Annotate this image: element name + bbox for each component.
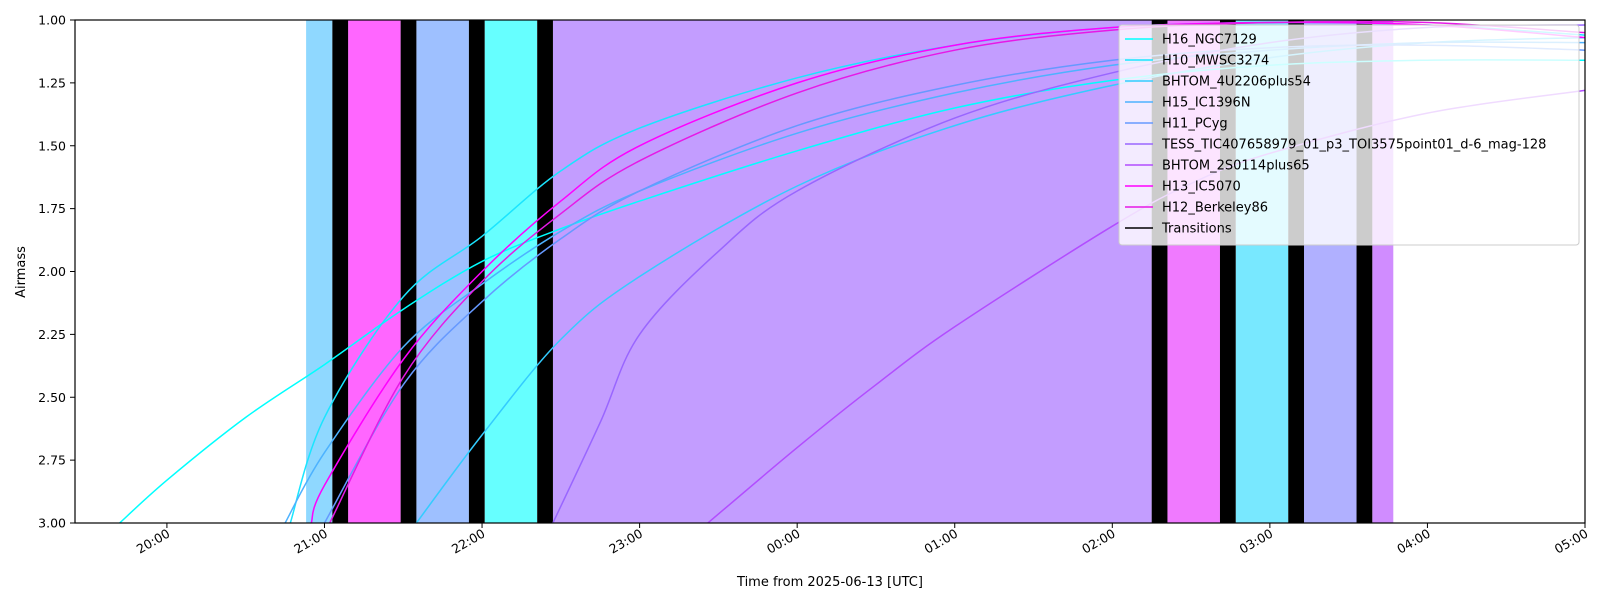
y-tick-label: 1.75 (38, 201, 66, 216)
y-tick-label: 1.00 (38, 13, 66, 28)
x-axis-label: Time from 2025-06-13 [UTC] (736, 575, 923, 590)
observation-block (306, 20, 333, 523)
legend-label: H13_IC5070 (1162, 180, 1241, 195)
transition-band (468, 20, 485, 523)
x-tick-label: 20:00 (134, 526, 173, 557)
transition-band (400, 20, 417, 523)
legend-label: H10_MWSC3274 (1162, 54, 1269, 69)
x-tick-label: 02:00 (1079, 526, 1118, 557)
x-tick-label: 22:00 (449, 526, 488, 557)
x-tick-label: 03:00 (1237, 526, 1276, 557)
observation-block (348, 20, 401, 523)
x-tick-label: 23:00 (606, 526, 645, 557)
legend-label: Transitions (1161, 222, 1232, 237)
legend-label: H12_Berkeley86 (1162, 201, 1268, 216)
legend-label: H11_PCyg (1162, 117, 1228, 132)
observation-block (416, 20, 469, 523)
y-tick-label: 3.00 (38, 516, 66, 531)
x-tick-label: 01:00 (922, 526, 961, 557)
series-line (329, 20, 1585, 523)
legend-label: H16_NGC7129 (1162, 33, 1257, 48)
x-tick-label: 21:00 (291, 526, 330, 557)
legend-label: BHTOM_4U2206plus54 (1162, 75, 1311, 90)
y-tick-label: 2.25 (38, 327, 66, 342)
y-tick-label: 2.75 (38, 453, 66, 468)
legend-label: BHTOM_2S0114plus65 (1162, 159, 1310, 174)
y-axis-label: Airmass (14, 246, 29, 298)
legend-box (1118, 24, 1580, 246)
y-axis-ticks: 1.00 1.25 1.50 1.75 2.00 2.25 2.50 2.75 3.00 (38, 13, 75, 531)
observation-block (484, 20, 538, 523)
legend: H16_NGC7129 H10_MWSC3274 BHTOM_4U2206plus5… (1118, 24, 1580, 246)
x-axis-ticks: 20:00 21:00 22:00 23:00 00:00 01:00 02:00 03:00… (134, 523, 1591, 557)
transition-band (332, 20, 349, 523)
x-tick-label: 04:00 (1394, 526, 1433, 557)
y-tick-label: 2.50 (38, 390, 66, 405)
observation-blocks (306, 20, 1394, 523)
transition-band (537, 20, 553, 523)
legend-label: TESS_TIC407658979_01_p3_TOI3575point01_d… (1161, 138, 1546, 153)
observation-block (552, 20, 1152, 523)
legend-label: H15_IC1396N (1162, 96, 1251, 111)
y-tick-label: 1.50 (38, 138, 66, 153)
y-tick-label: 1.25 (38, 75, 66, 90)
x-tick-label: 05:00 (1552, 526, 1591, 557)
y-tick-label: 2.00 (38, 264, 66, 279)
x-tick-label: 00:00 (764, 526, 803, 557)
